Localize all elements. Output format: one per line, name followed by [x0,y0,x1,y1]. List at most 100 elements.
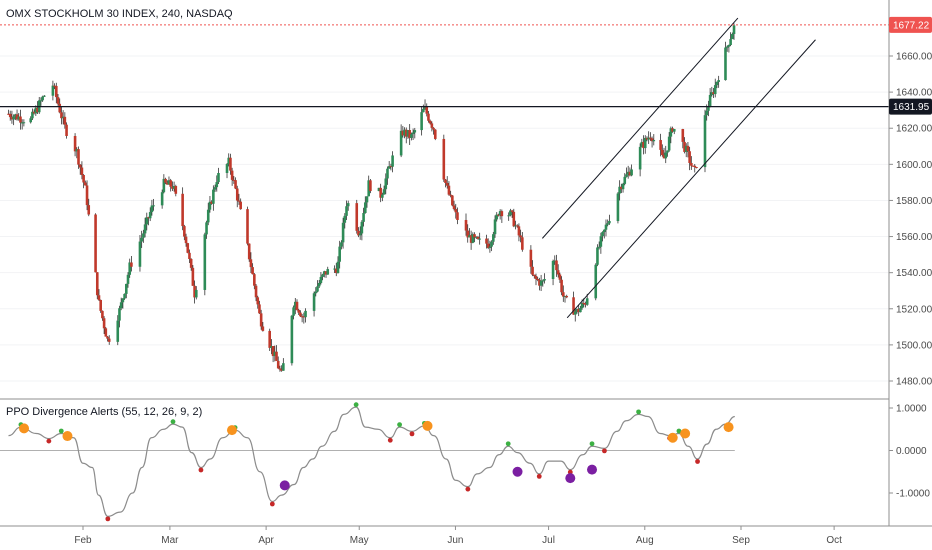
time-tick-labels: Feb Mar Apr May Jun Jul Aug Sep Oct [74,526,842,546]
ppo-trough-dot [409,431,415,437]
candle-down [369,180,372,192]
candle-down [73,135,77,152]
candle-up [341,222,345,243]
candle-up [51,85,55,96]
candle-down [15,114,19,120]
candle-down [191,267,195,286]
channel-line-lower[interactable] [566,39,816,319]
candle-down [476,236,480,239]
candle-down [189,258,193,268]
candle-up [363,202,367,214]
candle-down [693,165,697,168]
indicator-title[interactable]: PPO Divergence Alerts (55, 12, 26, 9, 2) [6,406,202,418]
candle-up [672,129,676,132]
candle-down [53,85,56,87]
candle-down [147,217,150,219]
candle-up [514,225,517,227]
candle-up [488,246,492,248]
candle-up [411,132,415,135]
candle-down [77,149,80,165]
candle-up [403,129,406,136]
candle-down [401,130,405,136]
candle-down [254,285,258,298]
price-chart-title[interactable]: OMX STOCKHOLM 30 INDEX, 240, NASDAQ [6,8,233,20]
candle-down [534,276,538,279]
candle-down [95,272,99,296]
candle-up [573,311,577,315]
candle-down [275,351,278,361]
price-channel[interactable] [541,17,816,319]
candle-down [104,328,108,337]
candle-up [206,209,210,223]
candle-up [367,180,371,197]
candle-down [529,249,533,267]
candle-down [239,201,242,210]
candle-up [667,136,671,151]
candle-up [606,223,609,225]
candle-down [276,360,280,369]
ppo-alert-orange [422,420,433,431]
candle-down [247,243,251,260]
ppo-peak-dot [170,419,176,425]
candle-down [379,187,382,198]
candle-down [280,369,283,371]
candle-up [666,150,669,153]
candle-down [681,129,685,142]
time-tick-label: May [350,535,369,546]
candle-down [171,186,174,189]
price-scale[interactable]: 1480.00 1500.00 1520.00 1540.00 1560.00 1580.… [888,0,932,526]
price-tick-label: 1540.00 [896,268,932,279]
ppo-alert-orange [62,431,73,442]
candle-down [451,195,454,206]
candle-down [193,285,196,298]
ppo-peak-dot [397,422,402,428]
candle-up [509,210,512,216]
candle-down [210,201,213,204]
candle-up [34,107,38,114]
candle-up [729,39,732,46]
candle-down [452,205,456,210]
price-pane[interactable]: OMX STOCKHOLM 30 INDEX, 240, NASDAQ [0,8,889,382]
ppo-peak-dot [58,428,64,434]
candle-up [292,307,295,316]
candle-up [227,157,231,165]
candle-up [604,224,608,230]
candle-up [621,183,625,190]
candle-up [365,196,369,203]
channel-line-upper[interactable] [541,17,739,239]
candle-up [643,137,647,149]
indicator-pane[interactable]: PPO Divergence Alerts (55, 12, 26, 9, 2) [0,402,735,522]
candle-down [259,313,263,327]
candle-up [625,174,628,177]
candle-up [563,296,567,298]
candle-down [85,185,89,206]
candle-down [234,180,237,189]
candle-up [705,110,709,116]
candle-up [142,233,145,238]
candle-up [553,260,557,262]
candle-up [707,106,710,111]
candle-up [194,289,198,298]
ppo-alert-purple [587,464,598,475]
candle-down [645,137,649,140]
candle-up [423,106,427,109]
time-scale[interactable]: Feb Mar Apr May Jun Jul Aug Sep Oct [0,525,932,546]
candle-down [538,280,541,286]
candle-down [60,112,63,119]
price-tick-label: 1660.00 [896,52,932,63]
candle-down [519,235,522,238]
candle-up [128,262,132,275]
candle-down [695,167,698,169]
candle-up [492,234,495,242]
candle-down [235,188,239,201]
candle-down [97,295,101,300]
candle-up [116,320,120,342]
candle-up [124,283,128,294]
candle-up [270,346,273,348]
candle-up [731,34,734,40]
candle-up [468,235,471,238]
candle-up [498,211,502,216]
time-tick-label: Jun [447,535,463,546]
candle-down [36,107,39,113]
